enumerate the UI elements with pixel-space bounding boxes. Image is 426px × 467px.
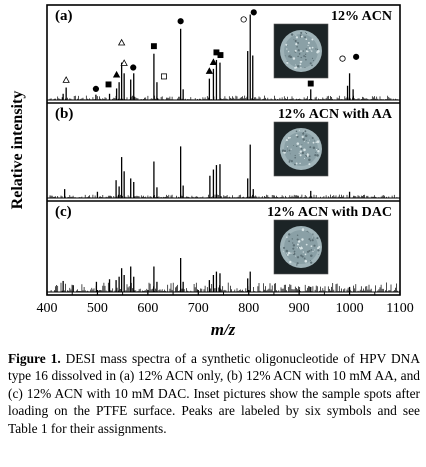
panel-c: (c) 12% ACN with DAC (47, 204, 400, 293)
filled-circle-symbol (250, 9, 257, 16)
plot-frame (46, 4, 401, 296)
open-triangle-symbol (120, 59, 128, 66)
panel-a: (a) 12% ACN (47, 8, 400, 101)
caption-label: Figure 1. (8, 351, 61, 366)
filled-triangle-symbol (112, 70, 121, 78)
x-tick-label: 600 (137, 301, 158, 316)
x-tick-label: 800 (238, 301, 259, 316)
x-tick-label: 500 (87, 301, 108, 316)
panel-b: (b) 12% ACN with AA (47, 106, 400, 199)
panel-letter: (a) (55, 8, 73, 24)
filled-triangle-symbol (209, 58, 218, 65)
y-axis-label: Relative intensity (9, 91, 26, 210)
spectra-panels: (a) 12% ACN (b) 12% ACN with AA (c) 12% ACN w… (47, 8, 400, 293)
filled-square-symbol (150, 43, 157, 50)
open-circle-symbol (240, 16, 247, 23)
filled-circle-symbol (92, 85, 100, 92)
filled-square-symbol (217, 52, 224, 59)
open-triangle-symbol (117, 38, 126, 46)
filled-circle-symbol (353, 53, 360, 60)
panel-letter: (b) (55, 106, 73, 122)
filled-triangle-symbol (205, 67, 214, 74)
x-tick-label: 400 (37, 301, 58, 316)
peak-symbols (62, 9, 360, 92)
panel-letter: (c) (55, 204, 72, 220)
inset-photo (273, 23, 329, 79)
baseline-noise (47, 194, 400, 199)
x-tick-label: 900 (289, 301, 310, 316)
panel-title: 12% ACN with DAC (267, 205, 392, 220)
x-tick-label: 700 (188, 301, 209, 316)
figure: (a) 12% ACN (b) 12% ACN with AA (c) 12% ACN w… (9, 4, 414, 339)
panel-title: 12% ACN with AA (278, 107, 393, 122)
open-square-symbol (161, 73, 167, 80)
open-circle-symbol (339, 55, 346, 62)
figure-caption: Figure 1. DESI mass spectra of a synthet… (8, 350, 420, 437)
inset-photo (273, 219, 329, 275)
x-tick-label: 1000 (336, 301, 364, 316)
baseline-noise (47, 95, 400, 101)
inset-photo (273, 121, 329, 177)
open-triangle-symbol (62, 76, 70, 83)
filled-circle-symbol (130, 64, 137, 71)
filled-square-symbol (105, 81, 112, 88)
filled-square-symbol (307, 80, 314, 87)
baseline-noise (47, 282, 400, 293)
filled-circle-symbol (177, 18, 184, 25)
panel-title: 12% ACN (331, 9, 392, 24)
x-axis-label: m/z (211, 320, 236, 339)
caption-text: DESI mass spectra of a synthetic oligonu… (8, 351, 420, 436)
x-tick-label: 1100 (386, 301, 413, 316)
x-axis: 400 500 600 700 800 900 1000 1100 (37, 290, 414, 316)
